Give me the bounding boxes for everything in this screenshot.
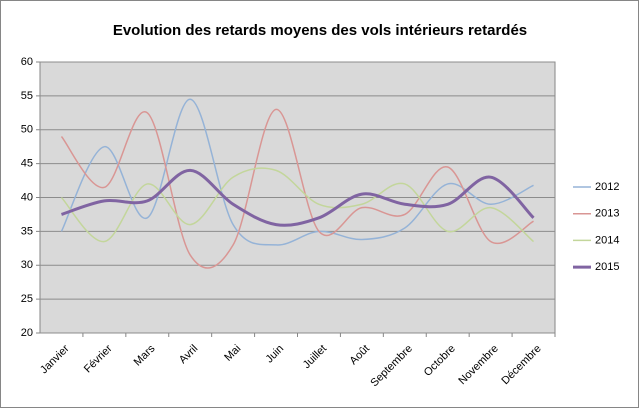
series-line bbox=[60, 98, 534, 246]
chart-title: Evolution des retards moyens des vols in… bbox=[113, 22, 527, 39]
legend-label: 2012 bbox=[595, 181, 619, 193]
series-line bbox=[60, 167, 535, 243]
legend-label: 2015 bbox=[595, 261, 619, 273]
series-line bbox=[60, 168, 535, 227]
y-tick-label: 40 bbox=[21, 191, 33, 203]
y-tick-label: 55 bbox=[21, 90, 33, 102]
y-tick-label: 45 bbox=[21, 158, 33, 170]
y-tick-label: 60 bbox=[21, 56, 33, 68]
series-line bbox=[60, 108, 534, 269]
y-tick-label: 25 bbox=[21, 293, 33, 305]
legend-label: 2014 bbox=[595, 234, 619, 246]
y-tick-label: 35 bbox=[21, 225, 33, 237]
y-tick-label: 30 bbox=[21, 259, 33, 271]
y-tick-label: 20 bbox=[21, 327, 33, 339]
y-tick-label: 50 bbox=[21, 124, 33, 136]
legend-label: 2013 bbox=[595, 208, 619, 220]
